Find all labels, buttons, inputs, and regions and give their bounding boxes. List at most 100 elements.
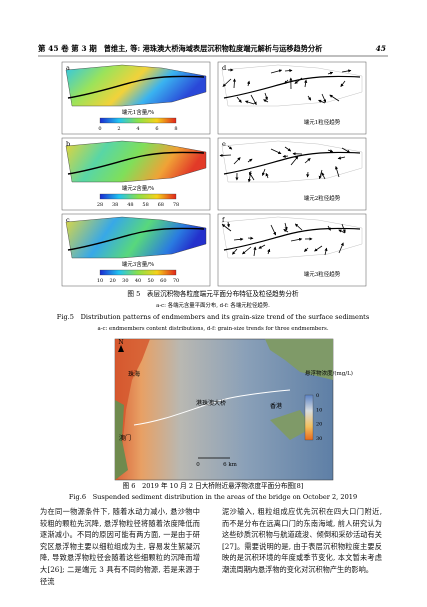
- trend-arrow: [248, 171, 255, 181]
- panel-letter: e: [222, 140, 226, 148]
- trend-arrow: [226, 221, 230, 228]
- trend-arrow: [261, 168, 266, 177]
- legend-colorbar: [304, 394, 314, 441]
- bridge-line: [223, 151, 361, 175]
- trend-arrow: [327, 71, 334, 75]
- bridge-line: [67, 75, 205, 99]
- panel-label: 端元3粒径趋势: [304, 270, 341, 278]
- trend-arrow: [258, 244, 266, 249]
- fig5-caption-cn: 图 5 表层沉积物各粒度端元平面分布特征及粒径趋势分析: [127, 289, 299, 298]
- colorbar-tick: 30: [122, 278, 128, 284]
- colorbar-label: 端元2含量/%: [122, 184, 155, 192]
- trend-arrow: [282, 154, 289, 158]
- trend-arrow: [233, 237, 244, 241]
- trend-arrow: [264, 92, 268, 101]
- colorbar-tick: 70: [173, 278, 179, 284]
- trend-arrow: [242, 246, 252, 255]
- trend-arrow: [284, 69, 293, 73]
- scale-label: 0: [196, 462, 200, 468]
- fig5-caption-en: Fig.5 Distribution patterns of endmember…: [57, 313, 370, 321]
- trend-arrow: [270, 224, 277, 236]
- content-map: [65, 216, 207, 259]
- content-map: [65, 140, 207, 183]
- land-northeast: [265, 339, 333, 380]
- colorbar-tick: 68: [158, 202, 164, 208]
- trend-arrow: [318, 169, 323, 180]
- trend-arrow: [284, 146, 292, 152]
- trend-arrow: [341, 147, 351, 153]
- trend-arrow: [290, 237, 303, 242]
- trend-arrow: [247, 80, 251, 87]
- trend-arrow: [304, 158, 311, 164]
- trend-arrow: [327, 225, 331, 231]
- land-island: [270, 410, 312, 440]
- colorbar: [99, 117, 177, 124]
- trend-arrow: [284, 79, 289, 85]
- trend-arrow: [321, 172, 326, 180]
- colorbar-tick: 10: [97, 278, 103, 284]
- fig5-subcaption-cn: a-c: 各端元含量平面分布, d-f: 各端元粒径趋势.: [156, 301, 270, 309]
- journal-volume: 第 45 卷 第 3 期: [38, 43, 97, 53]
- trend-arrow: [314, 245, 323, 252]
- trend-arrow: [247, 158, 253, 163]
- trend-arrow: [232, 248, 238, 255]
- fig6-caption-en: Fig.6 Suspended sediment distribution in…: [69, 493, 357, 501]
- land-west: [115, 400, 128, 480]
- legend-tick: 10: [316, 407, 322, 413]
- colorbar-tick: 2: [117, 126, 120, 132]
- trend-arrow: [321, 93, 327, 103]
- trend-arrow: [341, 223, 346, 233]
- bridge: [133, 389, 291, 426]
- trend-arrow: [294, 77, 303, 84]
- trend-arrow: [232, 78, 237, 89]
- colorbar-tick: 50: [147, 278, 153, 284]
- panel-label: 端元2粒径趋势: [304, 194, 341, 202]
- bridge-line: [223, 227, 361, 251]
- running-title: 曾维主, 等: 港珠澳大桥海域表层沉积物粒度端元解析与运移趋势分析: [104, 44, 323, 53]
- colorbar-label: 端元1含量/%: [122, 108, 155, 116]
- legend-tick: 0: [316, 393, 319, 399]
- place-label: 香港: [270, 402, 282, 410]
- panel-letter: d: [222, 64, 226, 72]
- body-right: 泥沙输入, 粗粒组成应优先沉积在四大口门附近, 而不是分布在远离口门的东南海域,…: [222, 507, 382, 574]
- page-number: 45: [376, 44, 386, 53]
- bridge-line: [67, 151, 205, 175]
- panel-letter: c: [66, 216, 70, 224]
- colorbar: [99, 193, 177, 200]
- panel-letter: b: [66, 140, 70, 148]
- fig6-caption-cn: 图 6 2019 年 10 月 2 日大桥附近悬浮物浓度平面分布图[8]: [123, 481, 304, 490]
- coast-outline: [221, 64, 363, 107]
- trend-arrow: [307, 95, 312, 101]
- trend-arrow: [219, 153, 232, 158]
- colorbar-tick: 78: [173, 202, 179, 208]
- trend-arrow: [227, 145, 233, 150]
- trend-arrow: [294, 223, 303, 231]
- trend-arrow: [222, 78, 232, 87]
- trend-arrow: [304, 247, 309, 252]
- colorbar-tick: 6: [155, 126, 158, 132]
- bridge-line: [223, 75, 361, 99]
- legend-title: 悬浮物浓度/(mg/L): [305, 369, 353, 377]
- trend-arrow: [265, 172, 269, 179]
- colorbar-tick: 48: [127, 202, 133, 208]
- trend-arrow: [236, 96, 242, 103]
- colorbar-tick: 58: [142, 202, 148, 208]
- colorbar-tick: 8: [174, 126, 177, 132]
- trend-arrow: [253, 246, 257, 257]
- bridge-line: [67, 227, 205, 251]
- trend-arrow: [327, 149, 334, 153]
- trend-arrow: [304, 79, 308, 88]
- legend-tick: 20: [316, 422, 322, 428]
- trend-arrow: [233, 157, 241, 165]
- trend-arrow: [221, 224, 232, 232]
- trend-arrow: [329, 94, 340, 102]
- fig5-subcaption-en: a-c: endmembers content distributions, d…: [97, 326, 328, 332]
- colorbar-tick: 0: [98, 126, 101, 132]
- panel-label: 端元1粒径趋势: [304, 118, 341, 126]
- place-label: 珠海: [128, 370, 140, 378]
- colorbar-tick: 38: [112, 202, 118, 208]
- place-label: 澳门: [119, 434, 131, 442]
- trend-arrow: [267, 248, 271, 255]
